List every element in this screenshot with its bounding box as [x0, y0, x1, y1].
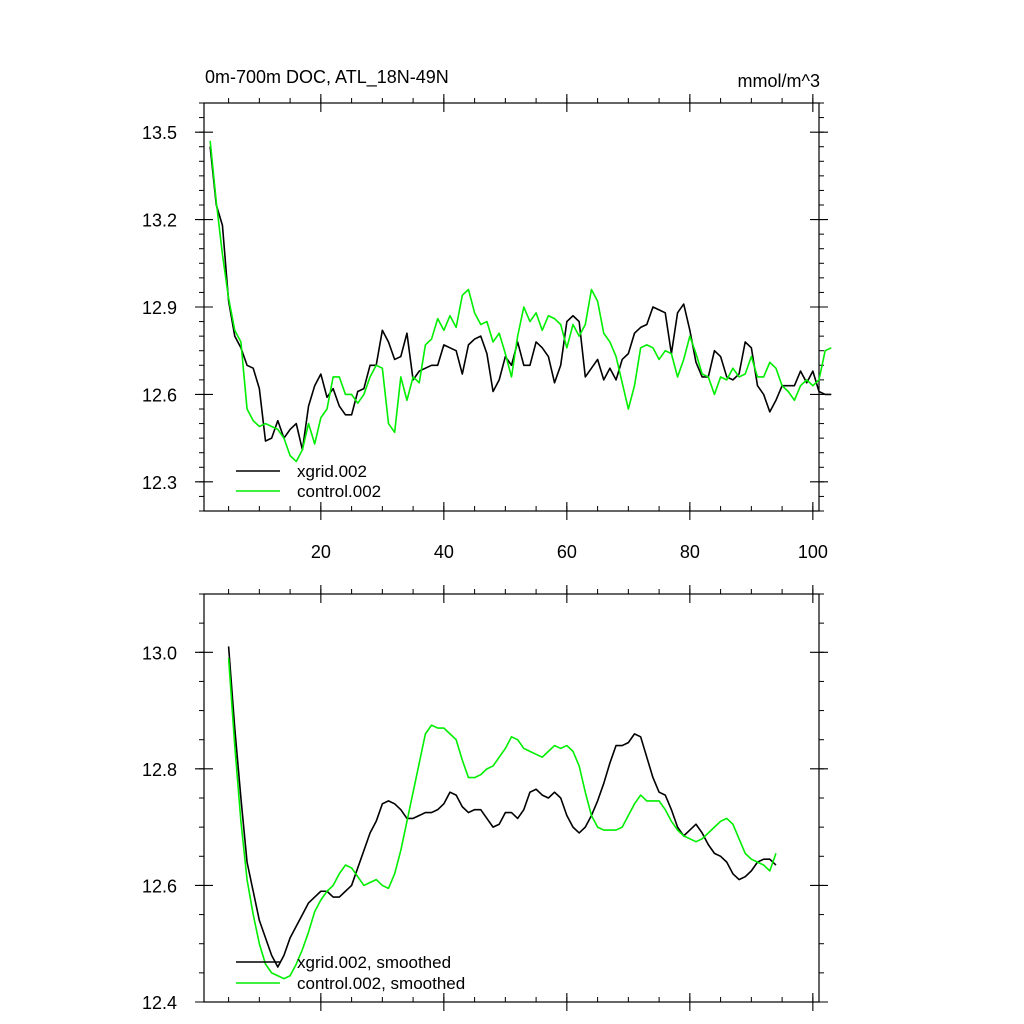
x-tick-labels: 20 40 60 80 100: [311, 542, 828, 562]
x-tick-label: 20: [311, 542, 331, 562]
axis-ticks: [195, 585, 828, 1011]
series-line-xgrid: [227, 646, 777, 968]
y-tick-labels: 12.3 12.6 12.9 13.2 13.5: [142, 123, 177, 493]
y-tick-label: 12.6: [142, 876, 177, 896]
legend-label-xgrid: xgrid.002: [297, 462, 367, 481]
panel-top: 0m-700m DOC, ATL_18N-49N mmol/m^3 20 40 60…: [142, 67, 832, 562]
plot-frame: [203, 102, 820, 512]
series-line-xgrid: [209, 146, 832, 451]
x-tick-label: 80: [680, 542, 700, 562]
legend-label-control: control.002, smoothed: [297, 974, 465, 993]
x-tick-label: 60: [557, 542, 577, 562]
x-tick-label: 100: [798, 542, 828, 562]
y-tick-label: 12.4: [142, 993, 177, 1013]
axis-ticks: [195, 94, 828, 520]
y-tick-label: 12.8: [142, 760, 177, 780]
y-tick-label: 12.9: [142, 298, 177, 318]
legend: xgrid.002, smoothed control.002, smoothe…: [236, 953, 465, 993]
plot-frame: [203, 593, 820, 1003]
legend-label-xgrid: xgrid.002, smoothed: [297, 953, 451, 972]
y-tick-label: 12.6: [142, 385, 177, 405]
panel-bottom: 12.4 12.6 12.8 13.0 xgrid.002, smoothed con…: [142, 585, 828, 1013]
series-line-control: [209, 140, 832, 463]
units-label: mmol/m^3: [738, 71, 820, 91]
legend: xgrid.002 control.002: [236, 462, 381, 501]
x-tick-label: 40: [434, 542, 454, 562]
series-line-control: [227, 658, 777, 980]
chart-title: 0m-700m DOC, ATL_18N-49N: [205, 67, 449, 88]
series-lines: [227, 646, 777, 980]
y-tick-label: 13.2: [142, 211, 177, 231]
series-lines: [209, 140, 832, 463]
y-tick-label: 12.3: [142, 473, 177, 493]
y-tick-label: 13.5: [142, 123, 177, 143]
y-tick-label: 13.0: [142, 643, 177, 663]
y-tick-labels: 12.4 12.6 12.8 13.0: [142, 643, 177, 1013]
legend-label-control: control.002: [297, 482, 381, 501]
